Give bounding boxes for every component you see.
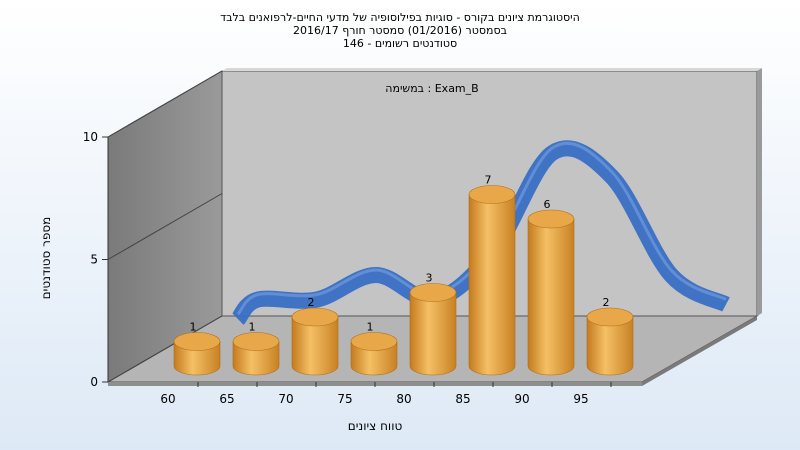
bar: 1 <box>173 321 221 376</box>
y-gridline-side <box>107 193 223 260</box>
x-tick-label: 95 <box>573 392 588 406</box>
bar-top <box>527 209 575 229</box>
x-tick-label: 60 <box>160 392 175 406</box>
bar-body <box>527 218 575 376</box>
y-axis: 0 5 10 <box>83 70 223 389</box>
bars-layer: 1 1 2 1 3 7 6 2 <box>173 174 634 376</box>
x-tick-label: 90 <box>514 392 529 406</box>
bar-body <box>350 341 398 376</box>
bar-body <box>409 292 457 376</box>
back-wall-top-edge <box>222 68 762 71</box>
chart-title-line-1: היסטוגרמת ציונים בקורס - סוגיות בפילוסופ… <box>220 11 580 24</box>
bar-top <box>409 283 457 302</box>
y-gridline-side <box>107 70 223 138</box>
chart-title-line-2: בסמסטר (01/2016) סמסטר חורף 2016/17 <box>293 24 507 37</box>
bar-value-label: 1 <box>190 321 197 334</box>
bar-value-label: 1 <box>249 321 256 334</box>
floor-right-edge <box>642 316 757 386</box>
chart-annotation: במשימה : Exam_B <box>385 82 478 95</box>
bar-top <box>173 332 221 351</box>
bar-value-label: 2 <box>603 296 610 309</box>
bar: 2 <box>291 296 339 376</box>
y-tick-label: 10 <box>83 130 98 144</box>
bar: 1 <box>350 321 398 376</box>
x-axis-label: טווח ציונים <box>348 419 403 433</box>
y-tick-label: 0 <box>90 375 98 389</box>
bar-body <box>291 316 339 376</box>
bar-value-label: 7 <box>485 174 492 187</box>
bar: 2 <box>586 296 634 376</box>
bar: 7 <box>468 174 516 376</box>
back-wall-right-edge <box>757 68 762 316</box>
bar-body <box>586 316 634 376</box>
x-tick-label: 65 <box>219 392 234 406</box>
x-tick-label: 85 <box>455 392 470 406</box>
y-axis-label: מספר סטודנטים <box>39 217 53 300</box>
chart-title-line-3: סטודנטים רשומים - 146 <box>342 37 458 50</box>
x-tick-label: 80 <box>396 392 411 406</box>
bar-top <box>468 185 516 204</box>
x-tick-label: 75 <box>337 392 352 406</box>
x-axis: 60 65 70 75 80 85 90 95 <box>160 382 612 406</box>
bar: 3 <box>409 272 457 376</box>
y-gridline-side <box>107 315 223 383</box>
bar: 1 <box>232 321 280 376</box>
bar-body <box>173 341 221 376</box>
bar-top <box>350 332 398 351</box>
y-tick-label: 5 <box>90 253 98 267</box>
bar-body <box>468 194 516 376</box>
bar-value-label: 2 <box>308 296 315 309</box>
bar-top <box>291 307 339 327</box>
bar: 6 <box>527 198 575 376</box>
bar-value-label: 6 <box>544 198 551 211</box>
bar-body <box>232 341 280 376</box>
bar-value-label: 3 <box>426 272 433 285</box>
bar-value-label: 1 <box>367 321 374 334</box>
bar-top <box>232 332 280 351</box>
bar-top <box>586 307 634 327</box>
x-tick-label: 70 <box>278 392 293 406</box>
